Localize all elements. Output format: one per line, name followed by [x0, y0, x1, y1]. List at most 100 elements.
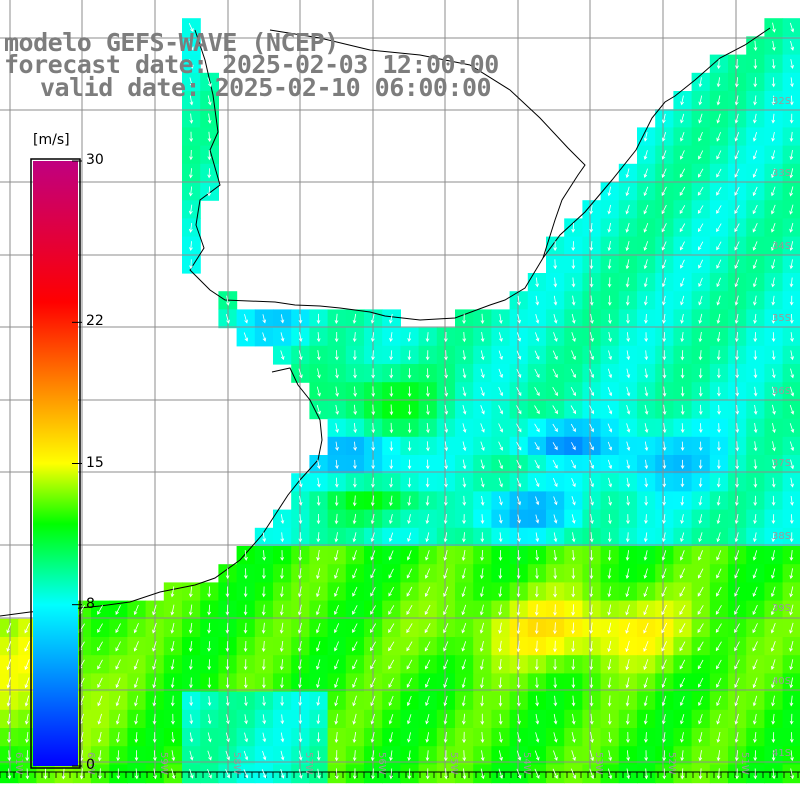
wind-arrow	[625, 568, 630, 580]
wind-arrow	[607, 459, 613, 470]
wind-arrow	[753, 313, 757, 324]
wind-arrow	[462, 750, 467, 762]
wind-arrow	[771, 77, 776, 88]
wind-arrow	[352, 568, 358, 579]
wind-arrow	[697, 641, 704, 652]
wind-arrow	[316, 459, 321, 470]
wind-arrow	[298, 350, 303, 361]
wind-arrow	[753, 423, 758, 434]
wind-arrow	[462, 331, 467, 343]
wind-arrow	[717, 404, 721, 415]
wind-arrow	[608, 750, 612, 762]
wind-arrow	[771, 222, 776, 233]
wind-arrow	[498, 459, 503, 470]
wind-arrow	[753, 386, 758, 397]
wind-arrow	[553, 604, 557, 616]
wind-arrow	[425, 368, 430, 379]
wind-cell	[400, 600, 420, 620]
wind-arrow	[662, 113, 666, 124]
wind-arrow	[352, 659, 358, 670]
wind-arrow	[698, 350, 703, 361]
wind-arrow	[188, 222, 193, 233]
wind-arrow	[407, 477, 412, 488]
wind-arrow	[480, 441, 485, 451]
wind-arrow	[298, 750, 303, 761]
wind-arrow	[662, 514, 666, 525]
wind-arrow	[698, 532, 703, 543]
wind-arrow	[734, 677, 740, 688]
wind-arrow	[479, 659, 484, 671]
wind-arrow	[97, 677, 103, 688]
wind-cell	[691, 236, 711, 256]
wind-arrow	[789, 222, 794, 233]
wind-arrow	[716, 768, 721, 780]
title-forecast-date: forecast date: 2025-02-03 12:00:00	[4, 50, 499, 79]
wind-arrow	[734, 568, 740, 579]
wind-arrow	[771, 695, 775, 707]
wind-arrow	[389, 459, 394, 470]
wind-arrow	[498, 441, 503, 451]
wind-cell	[673, 637, 693, 656]
wind-arrow	[389, 477, 394, 488]
wind-arrow	[661, 586, 667, 597]
wind-arrow	[370, 568, 376, 579]
wind-arrow	[607, 695, 612, 707]
wind-arrow	[7, 750, 12, 762]
wind-arrow	[698, 441, 703, 452]
wind-arrow	[752, 659, 758, 670]
wind-arrow	[752, 604, 758, 616]
wind-arrow	[734, 295, 739, 306]
wind-arrow	[425, 495, 430, 507]
wind-arrow	[25, 750, 30, 762]
wind-arrow	[480, 731, 485, 744]
wind-arrow	[480, 332, 485, 343]
wind-arrow	[735, 368, 740, 379]
wind-arrow	[679, 568, 685, 579]
wind-arrow	[79, 768, 84, 780]
wind-cell	[655, 218, 674, 238]
wind-arrow	[225, 732, 230, 743]
wind-arrow	[716, 295, 721, 306]
wind-arrow	[734, 532, 739, 543]
wind-arrow	[661, 604, 667, 616]
wind-arrow	[462, 768, 467, 780]
wind-arrow	[407, 422, 412, 434]
wind-arrow	[352, 641, 358, 652]
wind-arrow	[589, 768, 595, 780]
wind-arrow	[334, 604, 339, 616]
wind-cell	[728, 236, 747, 256]
wind-arrow	[644, 368, 649, 379]
wind-arrow	[644, 386, 649, 397]
longitude-label: 55W	[448, 752, 459, 775]
wind-arrow	[498, 550, 503, 561]
wind-arrow	[570, 387, 576, 397]
wind-arrow	[553, 750, 558, 761]
wind-arrow	[752, 568, 758, 579]
wind-arrow	[407, 404, 412, 416]
wind-arrow	[498, 732, 503, 743]
wind-arrow	[644, 404, 649, 415]
wind-arrow	[589, 459, 594, 469]
wind-arrow	[370, 695, 376, 707]
wind-arrow	[735, 404, 740, 415]
wind-arrow	[571, 313, 576, 324]
wind-cell	[691, 564, 711, 583]
wind-arrow	[589, 477, 594, 488]
wind-arrow	[480, 459, 485, 470]
wind-arrow	[189, 768, 194, 779]
wind-arrow	[661, 131, 667, 142]
wind-arrow	[753, 40, 758, 52]
wind-arrow	[607, 204, 612, 215]
wind-arrow	[298, 677, 302, 689]
wind-arrow	[772, 441, 776, 452]
wind-arrow	[298, 495, 303, 506]
wind-arrow	[43, 768, 48, 780]
wind-arrow	[643, 241, 649, 251]
wind-arrow	[407, 368, 412, 379]
wind-arrow	[535, 550, 540, 561]
wind-arrow	[498, 640, 502, 653]
wind-arrow	[298, 532, 303, 543]
wind-arrow	[516, 677, 521, 689]
wind-arrow	[480, 495, 485, 506]
